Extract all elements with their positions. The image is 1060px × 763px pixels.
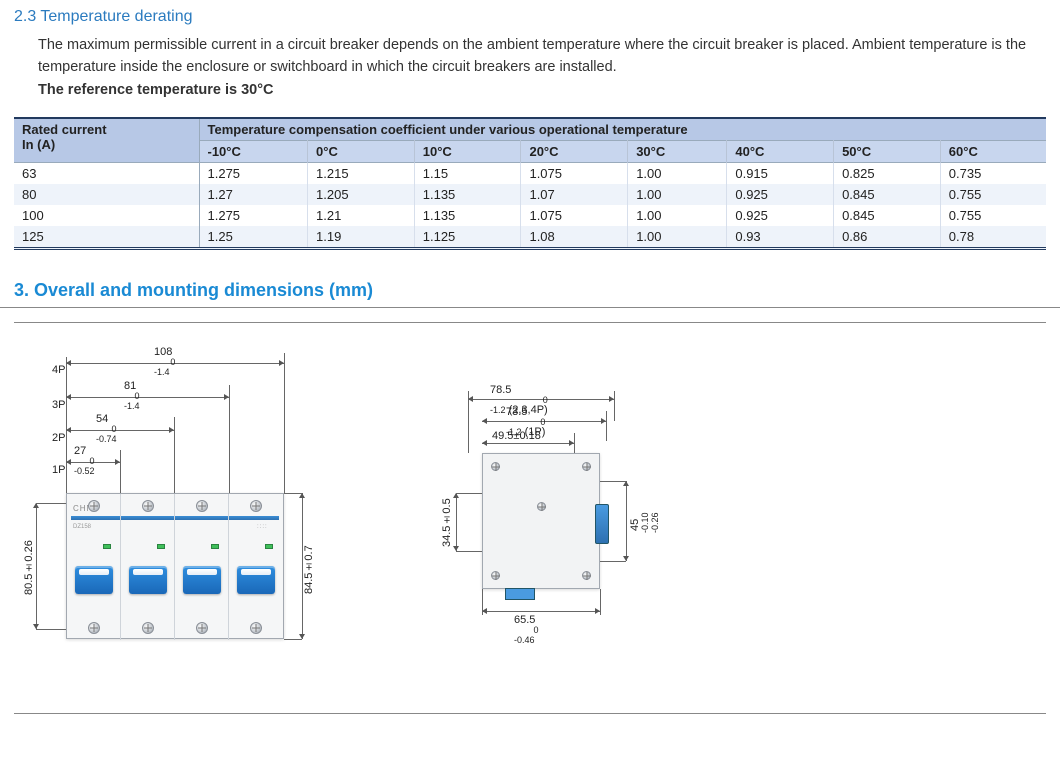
coeff-cell: 1.25 — [199, 226, 308, 249]
label-1p: 1P — [52, 465, 65, 476]
coeff-cell: 1.00 — [628, 163, 727, 185]
rated-current-header-l1: Rated current — [22, 122, 107, 137]
label-4p: 4P — [52, 365, 65, 376]
coeff-cell: 1.125 — [414, 226, 521, 249]
coeff-cell: 1.275 — [199, 205, 308, 226]
dim-81: 81 0-1.4 — [124, 381, 140, 412]
table-row: 801.271.2051.1351.071.000.9250.8450.755 — [14, 184, 1046, 205]
coeff-cell: 1.075 — [521, 163, 628, 185]
table-row: 1001.2751.211.1351.0751.000.9250.8450.75… — [14, 205, 1046, 226]
dim-54: 54 0-0.74 — [96, 414, 117, 445]
din-clip — [595, 504, 609, 544]
coeff-cell: 1.205 — [308, 184, 415, 205]
dim-345: 34.5±0.5 — [442, 497, 453, 549]
temp-col-header: 0°C — [308, 141, 415, 163]
coeff-cell: 0.735 — [940, 163, 1046, 185]
derating-table: Rated current In (A) Temperature compens… — [14, 117, 1046, 250]
side-view-diagram: 78.5 0-1.2 (2,3,4P) 73.5 0-1.2 (1P) 49.5… — [434, 393, 654, 683]
coeff-cell: 0.925 — [727, 184, 834, 205]
span-header: Temperature compensation coefficient und… — [199, 118, 1046, 141]
label-3p: 3P — [52, 400, 65, 411]
paragraph-text: The maximum permissible current in a cir… — [38, 37, 1026, 75]
temp-col-header: 40°C — [727, 141, 834, 163]
breaker-side-body — [482, 453, 600, 589]
coeff-cell: 0.755 — [940, 205, 1046, 226]
temp-col-header: 60°C — [940, 141, 1046, 163]
table-row: 1251.251.191.1251.081.000.930.860.78 — [14, 226, 1046, 249]
coeff-cell: 1.27 — [199, 184, 308, 205]
coeff-cell: 1.15 — [414, 163, 521, 185]
section-3-heading: 3. Overall and mounting dimensions (mm) — [0, 274, 1060, 308]
temp-col-header: -10°C — [199, 141, 308, 163]
coeff-cell: 0.825 — [834, 163, 941, 185]
breaker-front-body: CHNT DZ158 — [66, 493, 284, 639]
coeff-cell: 0.845 — [834, 205, 941, 226]
dim-27: 27 0-0.52 — [74, 446, 95, 477]
front-view-diagram: 4P 3P 2P 1P 108 0-1.4 8 — [24, 345, 314, 685]
dim-108: 108 0-1.4 — [154, 347, 175, 378]
section-2-3-heading: 2.3 Temperature derating — [0, 0, 1060, 30]
coeff-cell: 1.07 — [521, 184, 628, 205]
temp-col-header: 10°C — [414, 141, 521, 163]
side-foot — [505, 588, 535, 600]
coeff-cell: 1.08 — [521, 226, 628, 249]
coeff-cell: 1.075 — [521, 205, 628, 226]
rated-current-cell: 100 — [14, 205, 199, 226]
label-2p: 2P — [52, 433, 65, 444]
coeff-cell: 1.215 — [308, 163, 415, 185]
dim-495: 49.5±0.18 — [492, 431, 541, 442]
rated-current-header-l2: In (A) — [22, 137, 55, 152]
temp-col-header: 30°C — [628, 141, 727, 163]
coeff-cell: 1.19 — [308, 226, 415, 249]
coeff-cell: 1.00 — [628, 184, 727, 205]
coeff-cell: 0.86 — [834, 226, 941, 249]
coeff-cell: 1.00 — [628, 226, 727, 249]
rated-current-cell: 63 — [14, 163, 199, 185]
temp-col-header: 20°C — [521, 141, 628, 163]
rated-current-cell: 80 — [14, 184, 199, 205]
coeff-cell: 0.845 — [834, 184, 941, 205]
rated-current-cell: 125 — [14, 226, 199, 249]
table-row: 631.2751.2151.151.0751.000.9150.8250.735 — [14, 163, 1046, 185]
temp-col-header: 50°C — [834, 141, 941, 163]
section-2-3-paragraph: The maximum permissible current in a cir… — [0, 30, 1060, 105]
coeff-cell: 0.78 — [940, 226, 1046, 249]
dim-height-right: 84.5±0.7 — [304, 535, 315, 605]
coeff-cell: 1.00 — [628, 205, 727, 226]
coeff-cell: 0.915 — [727, 163, 834, 185]
dim-655: 65.5 0-0.46 — [514, 615, 538, 646]
derating-table-wrap: Rated current In (A) Temperature compens… — [14, 117, 1046, 250]
coeff-cell: 0.93 — [727, 226, 834, 249]
coeff-cell: 1.275 — [199, 163, 308, 185]
diagrams-area: 4P 3P 2P 1P 108 0-1.4 8 — [14, 322, 1046, 714]
coeff-cell: 1.135 — [414, 205, 521, 226]
coeff-cell: 1.135 — [414, 184, 521, 205]
coeff-cell: 0.755 — [940, 184, 1046, 205]
coeff-cell: 1.21 — [308, 205, 415, 226]
coeff-cell: 0.925 — [727, 205, 834, 226]
dim-height-left: 80.5±0.26 — [24, 533, 35, 603]
dim-45: 45 -0.10-0.26 — [630, 493, 661, 553]
reference-temp-bold: The reference temperature is 30°C — [38, 82, 273, 98]
